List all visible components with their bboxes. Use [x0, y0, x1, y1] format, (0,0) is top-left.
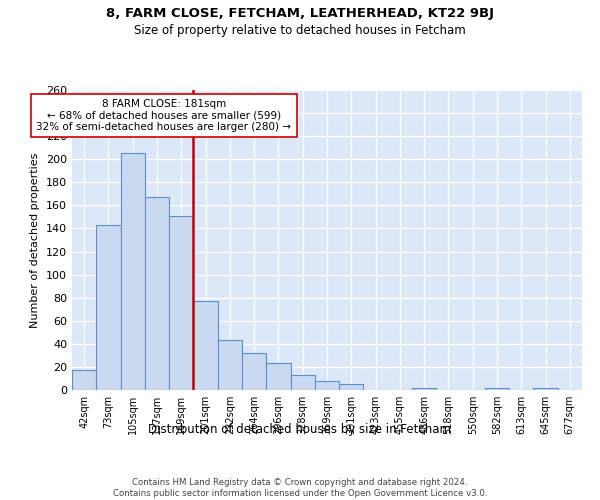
Bar — [193, 301, 218, 390]
Y-axis label: Number of detached properties: Number of detached properties — [31, 152, 40, 328]
Bar — [169, 216, 193, 390]
Bar — [533, 388, 558, 390]
Bar — [339, 384, 364, 390]
Text: Distribution of detached houses by size in Fetcham: Distribution of detached houses by size … — [149, 422, 452, 436]
Bar — [218, 340, 242, 390]
Bar — [412, 388, 436, 390]
Bar — [266, 364, 290, 390]
Text: Contains HM Land Registry data © Crown copyright and database right 2024.
Contai: Contains HM Land Registry data © Crown c… — [113, 478, 487, 498]
Bar — [96, 225, 121, 390]
Bar — [485, 388, 509, 390]
Bar — [315, 381, 339, 390]
Bar — [72, 370, 96, 390]
Bar — [290, 375, 315, 390]
Bar — [242, 353, 266, 390]
Bar — [145, 198, 169, 390]
Text: Size of property relative to detached houses in Fetcham: Size of property relative to detached ho… — [134, 24, 466, 37]
Text: 8, FARM CLOSE, FETCHAM, LEATHERHEAD, KT22 9BJ: 8, FARM CLOSE, FETCHAM, LEATHERHEAD, KT2… — [106, 8, 494, 20]
Bar — [121, 154, 145, 390]
Text: 8 FARM CLOSE: 181sqm
← 68% of detached houses are smaller (599)
32% of semi-deta: 8 FARM CLOSE: 181sqm ← 68% of detached h… — [37, 99, 292, 132]
